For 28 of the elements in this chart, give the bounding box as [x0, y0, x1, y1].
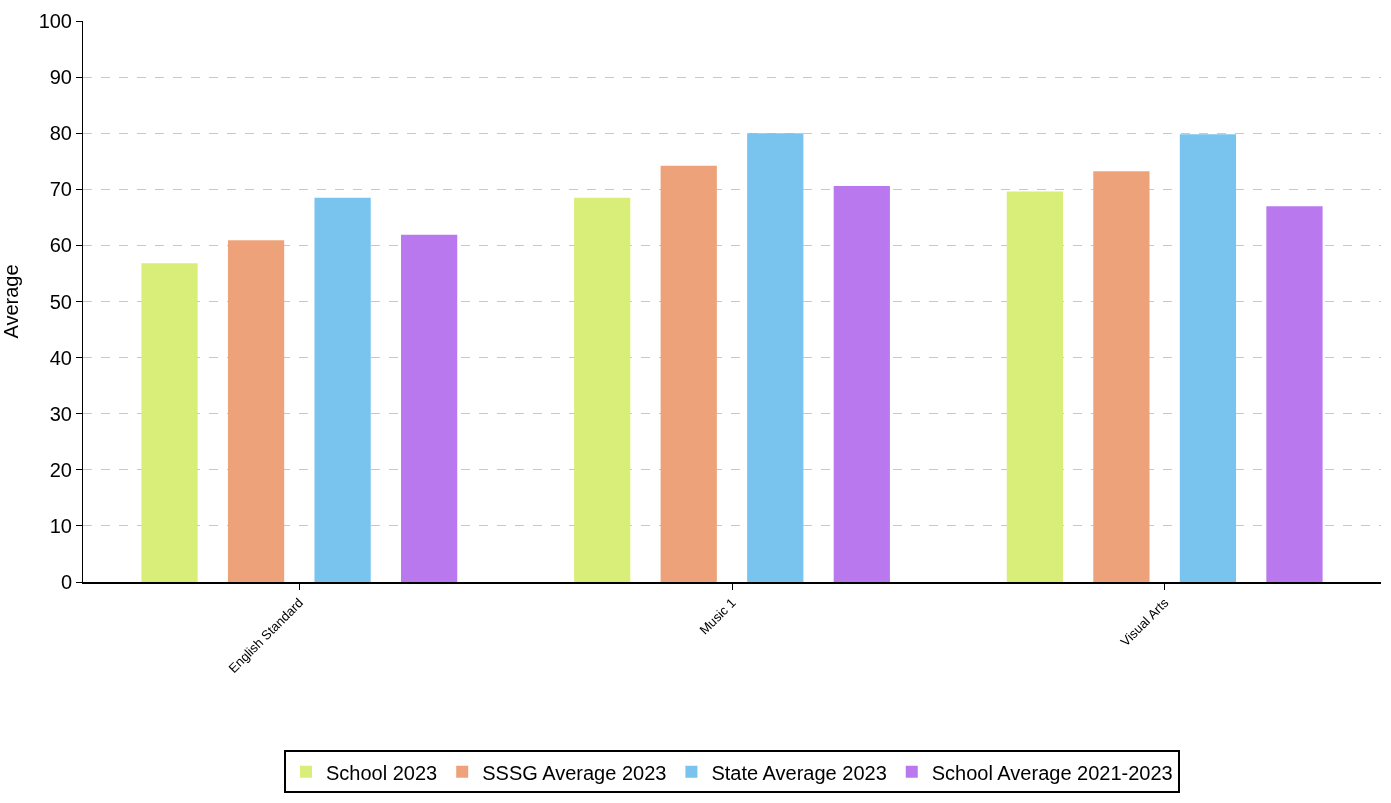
y-tick-label: 20 [49, 458, 72, 481]
y-tick-label: 0 [60, 571, 72, 593]
bar [660, 165, 717, 582]
bar [401, 234, 458, 582]
bar [574, 197, 631, 582]
bar [833, 185, 890, 582]
legend-label: School 2023 [326, 761, 438, 784]
y-tick-label: 50 [49, 290, 72, 313]
y-tick-label: 80 [49, 122, 72, 145]
bar [747, 133, 804, 582]
legend-label: SSSG Average 2023 [482, 761, 667, 784]
y-tick-label: 60 [49, 234, 72, 257]
y-axis-title: Average [0, 264, 22, 339]
bar [1179, 134, 1237, 582]
bar [1093, 171, 1150, 582]
bar [227, 240, 285, 582]
legend-label: School Average 2021-2023 [931, 761, 1173, 784]
bar [314, 197, 371, 582]
legend-label: State Average 2023 [711, 761, 887, 784]
y-tick-label: 10 [49, 514, 72, 537]
y-tick-label: 30 [49, 402, 72, 425]
y-tick-label: 90 [49, 66, 72, 89]
y-tick-label: 70 [49, 178, 72, 201]
y-tick-label: 100 [38, 10, 72, 32]
bar [1266, 206, 1323, 582]
bar [1006, 191, 1063, 582]
bar [141, 263, 198, 582]
y-tick-label: 40 [49, 346, 72, 369]
